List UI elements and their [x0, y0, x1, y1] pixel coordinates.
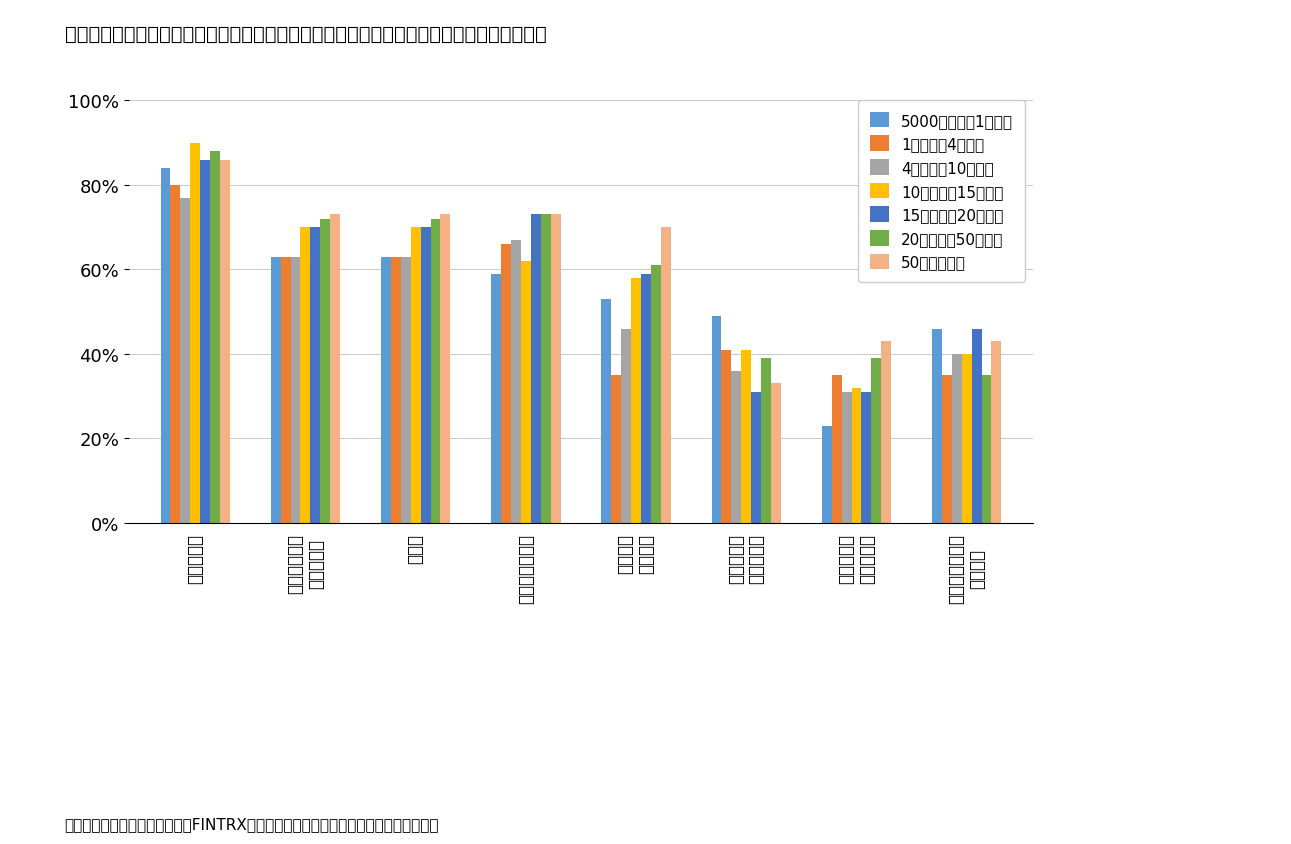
Bar	[391, 257, 400, 523]
Bar	[631, 279, 642, 523]
Bar	[551, 215, 560, 523]
Bar	[942, 376, 951, 523]
Bar	[621, 329, 631, 523]
Bar	[170, 186, 181, 523]
Bar	[301, 228, 310, 523]
Bar	[400, 257, 411, 523]
Bar	[842, 392, 852, 523]
Bar	[190, 143, 200, 523]
Bar	[861, 392, 871, 523]
Bar	[421, 228, 430, 523]
Bar	[642, 274, 651, 523]
Bar	[219, 160, 230, 523]
Bar	[962, 354, 972, 523]
Legend: 5000万ドル～1億ドル, 1億ドル～4億ドル, 4億ドル～10億ドル, 10億ドル～15億ドル, 15億ドル～20億ドル, 20億ドル～50億ドル, 50億ド: 5000万ドル～1億ドル, 1億ドル～4億ドル, 4億ドル～10億ドル, 10億…	[859, 100, 1025, 283]
Bar	[771, 384, 781, 523]
Bar	[491, 274, 501, 523]
Bar	[411, 228, 421, 523]
Bar	[732, 371, 741, 523]
Text: 図表４　ファミリーオフィスの各アセットへの投資意向　（複数回答、運用資産の規模別）: 図表４ ファミリーオフィスの各アセットへの投資意向 （複数回答、運用資産の規模別…	[65, 25, 546, 44]
Bar	[882, 342, 891, 523]
Bar	[822, 426, 831, 523]
Bar	[541, 215, 551, 523]
Bar	[932, 329, 942, 523]
Bar	[181, 198, 190, 523]
Bar	[440, 215, 451, 523]
Bar	[511, 241, 520, 523]
Bar	[762, 359, 771, 523]
Bar	[871, 359, 882, 523]
Bar	[280, 257, 290, 523]
Bar	[651, 266, 661, 523]
Bar	[271, 257, 280, 523]
Text: （資料）　フィントレックス（FINTRX）の公表データからニッセイ基礎研究所が作成: （資料） フィントレックス（FINTRX）の公表データからニッセイ基礎研究所が作…	[65, 816, 439, 831]
Bar	[520, 262, 531, 523]
Bar	[430, 219, 440, 523]
Bar	[501, 245, 511, 523]
Bar	[852, 388, 861, 523]
Bar	[831, 376, 842, 523]
Bar	[602, 300, 611, 523]
Bar	[210, 152, 219, 523]
Bar	[310, 228, 320, 523]
Bar	[981, 376, 991, 523]
Bar	[711, 316, 722, 523]
Bar	[661, 228, 671, 523]
Bar	[320, 219, 330, 523]
Bar	[290, 257, 301, 523]
Bar	[381, 257, 391, 523]
Bar	[531, 215, 541, 523]
Bar	[160, 169, 170, 523]
Bar	[200, 160, 210, 523]
Bar	[951, 354, 962, 523]
Bar	[991, 342, 1002, 523]
Bar	[741, 350, 751, 523]
Bar	[751, 392, 762, 523]
Bar	[722, 350, 732, 523]
Bar	[611, 376, 621, 523]
Bar	[972, 329, 981, 523]
Bar	[330, 215, 340, 523]
